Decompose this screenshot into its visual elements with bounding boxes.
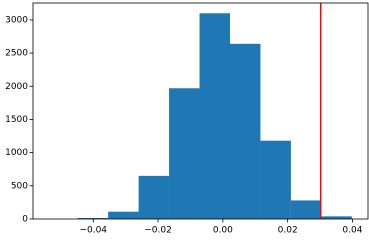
y-tick-label: 2500 [5,49,28,59]
bar [77,218,109,219]
y-tick-label: 1500 [5,115,28,125]
plot-frame [32,2,369,220]
y-tick-label: 500 [11,181,28,191]
y-tick-label: 3000 [5,15,28,25]
bar [321,216,352,219]
y-tick-label: 1000 [5,148,28,158]
x-tick-label: 0.02 [278,226,298,236]
bar [290,200,322,219]
bar [169,88,200,220]
bar [260,140,291,219]
x-tick-label: 0.04 [342,226,362,236]
y-tick-label: 0 [22,215,28,225]
x-tick-label: 0.00 [213,226,233,236]
y-tick-label: 2000 [5,82,28,92]
bar [229,43,261,219]
x-tick-label: −0.04 [79,226,107,236]
bar [108,211,139,219]
bar [138,175,170,219]
bar [199,13,230,219]
x-tick-label: −0.02 [144,226,172,236]
